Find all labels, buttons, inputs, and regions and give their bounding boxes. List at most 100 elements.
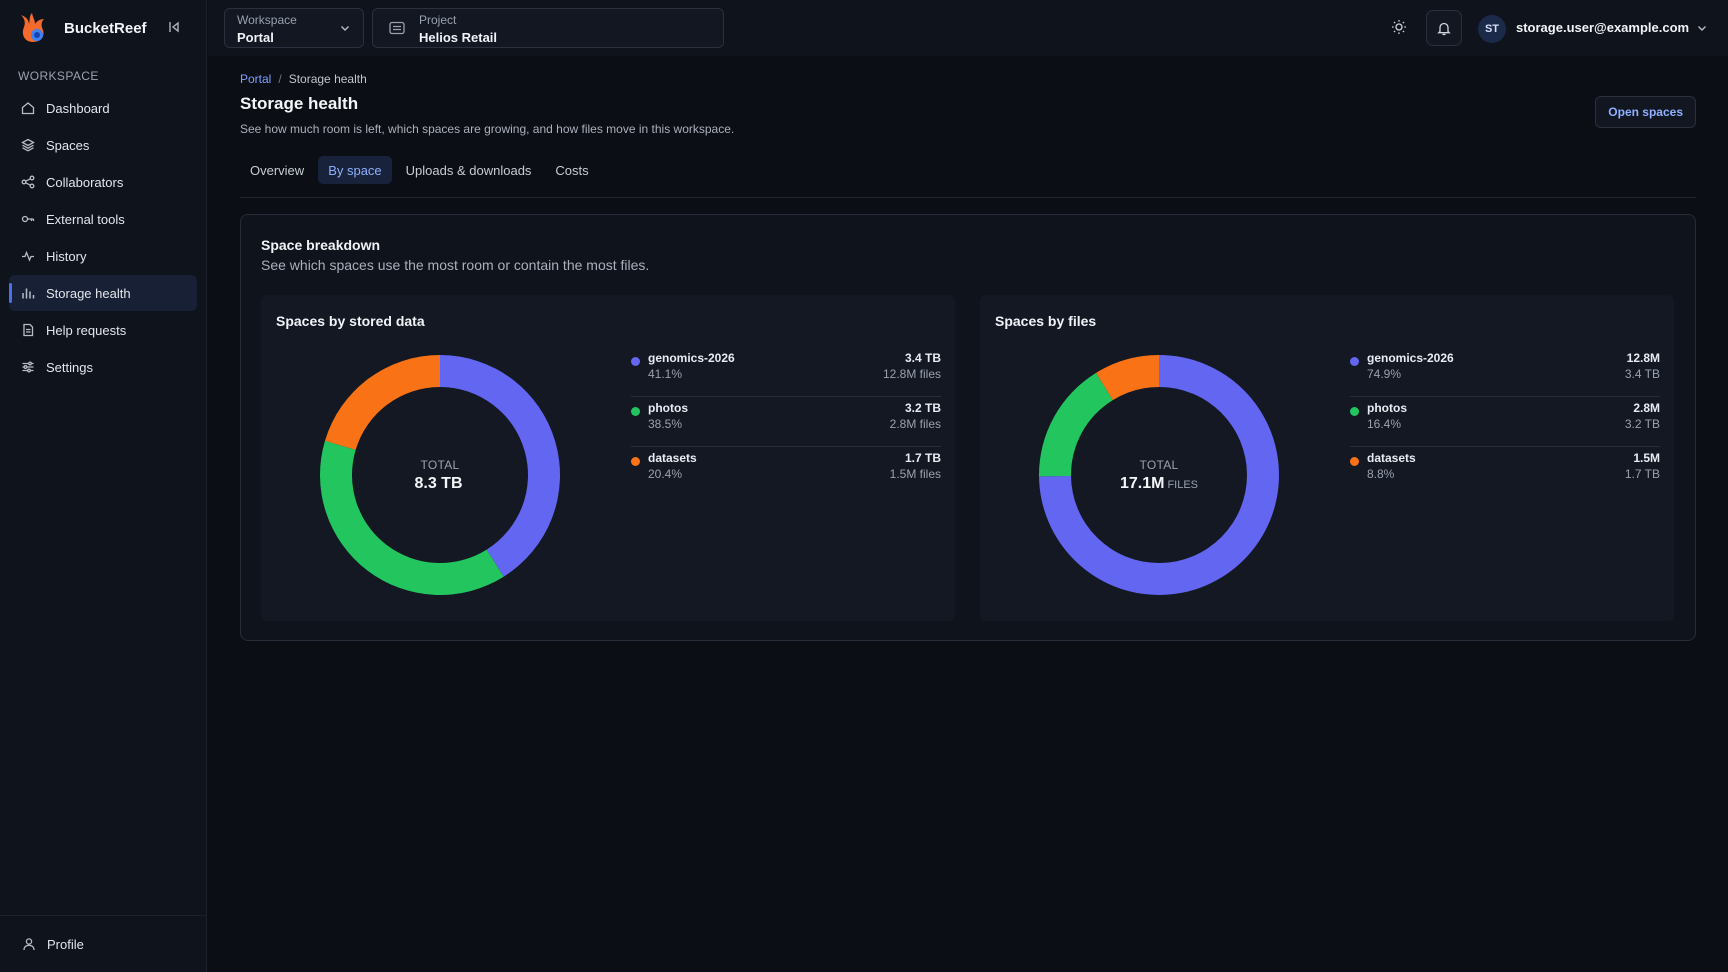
panel-title: Space breakdown — [261, 237, 381, 253]
donut-center-unit: FILES — [1167, 478, 1199, 491]
sidebar-item-label: Settings — [46, 359, 93, 375]
legend-secondary-value: 1.7 TB — [1624, 467, 1660, 481]
donut-svg — [320, 355, 560, 595]
share-icon — [21, 175, 35, 189]
donut-center-value: 8.3 TB — [414, 474, 463, 492]
sidebar-item-spaces[interactable]: Spaces — [9, 127, 197, 163]
breadcrumb: Portal / Storage health — [240, 72, 367, 86]
legend-primary-value: 1.7 TB — [904, 451, 941, 465]
legend-dot — [1350, 407, 1359, 416]
legend-name: genomics-2026 — [1367, 351, 1454, 365]
donut-center-label: TOTAL — [420, 457, 460, 472]
activity-icon — [22, 250, 34, 262]
donut-center: TOTAL 8.3 TB — [320, 355, 560, 595]
legend-percent: 16.4% — [1367, 417, 1402, 431]
chevron-down-icon[interactable] — [1696, 22, 1708, 34]
open-spaces-button[interactable]: Open spaces — [1595, 96, 1696, 128]
donut-center-label: TOTAL — [1139, 457, 1179, 472]
donut-slice-datasets[interactable] — [1096, 355, 1159, 401]
legend-secondary-value: 1.5M files — [889, 467, 941, 481]
donut-svg — [1039, 355, 1279, 595]
legend-item[interactable]: datasets 20.4% 1.7 TB 1.5M files — [631, 447, 941, 497]
sidebar-item-dashboard[interactable]: Dashboard — [9, 90, 197, 126]
legend-secondary-value: 12.8M files — [882, 367, 941, 381]
sidebar-item-label: External tools — [46, 211, 125, 227]
collapse-sidebar-icon[interactable] — [166, 19, 182, 35]
sidebar-item-history[interactable]: History — [9, 238, 197, 274]
chart-legend: genomics-2026 74.9% 12.8M 3.4 TB photos … — [1350, 347, 1660, 497]
tabs: Overview By space Uploads & downloads Co… — [240, 156, 599, 184]
sidebar-item-label: Spaces — [46, 137, 90, 153]
notifications-button[interactable] — [1426, 10, 1462, 46]
brand[interactable]: BucketReef — [18, 10, 147, 46]
donut-center-value-row: 8.3 TB — [414, 475, 465, 493]
donut-center-value-row: 17.1M FILES — [1120, 475, 1198, 493]
profile-label: Profile — [47, 936, 84, 952]
tab-uploads-downloads[interactable]: Uploads & downloads — [405, 162, 532, 178]
donut-slice-datasets[interactable] — [324, 355, 440, 450]
sidebar: BucketReef WORKSPACE Dashboard Spaces Co… — [0, 0, 207, 972]
legend-primary-value: 2.8M — [1633, 401, 1660, 415]
sun-icon[interactable] — [1390, 18, 1408, 36]
layers-icon — [21, 138, 35, 152]
tab-costs[interactable]: Costs — [555, 162, 589, 178]
sidebar-nav: Dashboard Spaces Collaborators External … — [9, 90, 197, 386]
workspace-selector-label: Workspace — [237, 13, 297, 27]
chevron-down-icon — [341, 26, 349, 31]
legend-item[interactable]: genomics-2026 74.9% 12.8M 3.4 TB — [1350, 347, 1660, 397]
workspace-selector-value: Portal — [237, 30, 274, 45]
legend-item[interactable]: datasets 8.8% 1.5M 1.7 TB — [1350, 447, 1660, 497]
legend-percent: 38.5% — [648, 417, 683, 431]
project-selector-label: Project — [419, 13, 457, 27]
project-selector[interactable]: Project Helios Retail — [372, 8, 724, 48]
legend-item[interactable]: photos 38.5% 3.2 TB 2.8M files — [631, 397, 941, 447]
user-icon — [23, 938, 35, 951]
sidebar-item-settings[interactable]: Settings — [9, 349, 197, 385]
legend-dot — [631, 357, 640, 366]
user-email[interactable]: storage.user@example.com — [1516, 20, 1690, 35]
legend-item[interactable]: photos 16.4% 2.8M 3.2 TB — [1350, 397, 1660, 447]
chart-card-files: Spaces by files TOTAL 17.1M FILES genomic… — [980, 295, 1674, 621]
legend-dot — [631, 457, 640, 466]
profile-link[interactable]: Profile — [0, 915, 207, 972]
sidebar-section-label: WORKSPACE — [18, 69, 99, 83]
donut-center: TOTAL 17.1M FILES — [1039, 355, 1279, 595]
bucketreef-logo-icon — [21, 13, 44, 42]
donut-slice-photos[interactable] — [1039, 372, 1113, 477]
sidebar-item-label: Storage health — [46, 285, 131, 301]
legend-percent: 74.9% — [1367, 367, 1402, 381]
legend-secondary-value: 3.4 TB — [1624, 367, 1660, 381]
chart-title: Spaces by stored data — [276, 313, 425, 329]
donut-slice-genomics-2026[interactable] — [440, 355, 560, 577]
bell-icon — [1437, 22, 1451, 35]
legend-secondary-value: 3.2 TB — [1624, 417, 1660, 431]
sidebar-item-storage-health[interactable]: Storage health — [9, 275, 197, 311]
tab-overview[interactable]: Overview — [250, 162, 305, 178]
chart-card-stored-data: Spaces by stored data TOTAL 8.3 TB genom… — [261, 295, 955, 621]
legend-item[interactable]: genomics-2026 41.1% 3.4 TB 12.8M files — [631, 347, 941, 397]
avatar[interactable]: ST — [1478, 15, 1506, 43]
home-icon — [21, 102, 35, 115]
space-breakdown-panel: Space breakdown See which spaces use the… — [240, 214, 1696, 641]
breadcrumb-current: Storage health — [288, 72, 367, 86]
app-name: BucketReef — [64, 19, 147, 37]
breadcrumb-separator: / — [278, 72, 282, 86]
sidebar-item-help-requests[interactable]: Help requests — [9, 312, 197, 348]
key-icon — [21, 215, 35, 223]
legend-name: photos — [648, 401, 688, 415]
legend-primary-value: 3.4 TB — [904, 351, 941, 365]
sidebar-item-label: Help requests — [46, 322, 127, 338]
legend-name: photos — [1367, 401, 1407, 415]
breadcrumb-parent-link[interactable]: Portal — [240, 72, 272, 86]
topbar: Workspace Portal Project Helios Retail S… — [208, 0, 1728, 56]
tab-by-space[interactable]: By space — [318, 156, 392, 184]
legend-name: datasets — [648, 451, 697, 465]
sidebar-item-collaborators[interactable]: Collaborators — [9, 164, 197, 200]
sidebar-item-label: History — [46, 248, 87, 264]
workspace-selector[interactable]: Workspace Portal — [224, 8, 364, 48]
page-title: Storage health — [240, 94, 359, 113]
donut-slice-photos[interactable] — [320, 440, 504, 595]
legend-percent: 41.1% — [648, 367, 683, 381]
sidebar-item-external-tools[interactable]: External tools — [9, 201, 197, 237]
bar-chart-icon — [22, 288, 35, 299]
